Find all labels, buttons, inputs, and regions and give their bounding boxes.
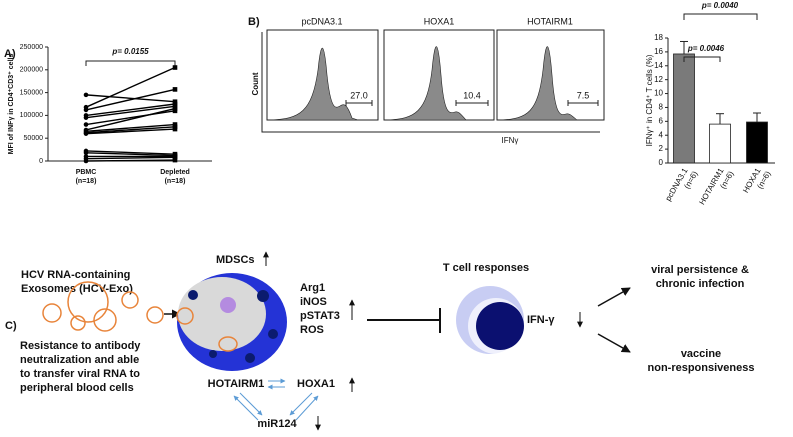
y-tick-label: 12	[654, 75, 663, 84]
y-tick-label: 8	[659, 103, 664, 112]
point	[172, 87, 178, 92]
pair-line	[85, 103, 176, 117]
outcome: vaccine	[681, 348, 721, 360]
flow-xlabel: IFNγ	[502, 136, 519, 145]
axis	[47, 47, 212, 162]
factor: iNOS	[300, 296, 327, 308]
gate-label: 10.4	[463, 90, 481, 100]
y-label: MFI of INFγ in CD4⁺CD3⁺ cells	[8, 54, 15, 155]
x-tick-label: Depleted	[160, 169, 190, 176]
pair-line	[85, 150, 176, 155]
y-tick-label: 16	[654, 47, 663, 56]
point	[172, 106, 178, 111]
flow-title: pcDNA3.1	[301, 16, 342, 26]
ifn: IFN-γ	[527, 314, 555, 326]
point	[172, 157, 178, 163]
hoxa1: HOXA1	[297, 378, 335, 390]
histogram	[386, 46, 467, 121]
y-tick-label: 50000	[24, 135, 44, 142]
annotation: p= 0.0040	[701, 1, 739, 10]
mir124: miR124	[257, 418, 297, 430]
resistance: neutralization and able	[20, 354, 139, 366]
flow-title: HOTAIRM1	[527, 16, 573, 26]
pair-line	[85, 152, 176, 157]
flow-title: HOXA1	[424, 16, 455, 26]
point	[172, 155, 178, 160]
pair-line	[85, 94, 176, 103]
flow-ylabel: Count	[251, 72, 260, 95]
bar	[673, 53, 695, 164]
y-tick-label: 6	[659, 116, 664, 125]
pair-line	[85, 156, 176, 160]
bar	[709, 123, 731, 164]
panel-label: A)	[4, 48, 16, 60]
x-tick-note: (n=18)	[165, 178, 186, 185]
bracket	[683, 56, 721, 62]
y-tick-label: 4	[659, 130, 664, 139]
outcome: viral persistence &	[651, 264, 749, 276]
y-tick-label: 0	[39, 158, 43, 165]
point	[83, 131, 89, 136]
pair-line	[85, 128, 176, 135]
y-tick-label: 200000	[20, 67, 43, 74]
y-tick-label: 150000	[20, 89, 43, 96]
pair-line	[85, 107, 176, 131]
y-tick-label: 10	[654, 89, 663, 98]
pair-line	[85, 88, 176, 111]
y-label: IFNγ⁺ in CD4⁺ T cells (%)	[645, 54, 654, 146]
pair-line	[85, 126, 176, 134]
panel-label: C)	[5, 320, 17, 332]
point	[83, 122, 89, 127]
point	[172, 126, 178, 132]
point	[83, 107, 89, 113]
point	[83, 158, 89, 164]
point	[83, 150, 89, 156]
bracket	[683, 13, 758, 20]
y-tick-label: 0	[659, 158, 664, 167]
pair-line	[85, 159, 176, 162]
diagram: HCV RNA-containing Exosomes (HCV-Exo) Re…	[20, 251, 755, 431]
flow-axes	[261, 32, 600, 133]
factor: pSTAT3	[300, 310, 340, 322]
y-tick-label: 18	[654, 33, 663, 42]
point	[83, 115, 89, 120]
resistance: peripheral blood cells	[20, 382, 134, 394]
histogram	[499, 46, 578, 121]
y-tick-label: 2	[659, 144, 664, 153]
bar	[746, 121, 768, 164]
resistance: Resistance to antibody	[20, 340, 141, 352]
y-tick-label: 100000	[20, 112, 43, 119]
gate	[345, 100, 599, 106]
y-tick-label: 14	[654, 61, 663, 70]
resistance: to transfer viral RNA to	[20, 368, 140, 380]
x-tick-label: PBMC	[76, 169, 97, 176]
outcome: chronic infection	[656, 278, 745, 290]
annotation: p= 0.0155	[111, 47, 149, 56]
tcell: T cell responses	[443, 262, 529, 274]
pair-line	[85, 110, 176, 126]
panel-label: B)	[248, 16, 260, 28]
annotation: p= 0.0046	[687, 44, 725, 53]
histogram	[269, 47, 359, 121]
pair-line	[85, 123, 176, 133]
exo-title: HCV RNA-containing	[21, 269, 130, 281]
gate-label: 7.5	[577, 90, 590, 100]
flow-panels: pcDNA3.1 HOXA1 HOTAIRM1 27.0 10.4 7.5 Co…	[251, 16, 605, 145]
gate-label: 27.0	[350, 90, 368, 100]
outcome: non-responsiveness	[648, 362, 755, 374]
factor: ROS	[300, 324, 324, 336]
point	[83, 92, 89, 98]
x-tick-note: (n=18)	[76, 178, 97, 185]
factor: Arg1	[300, 282, 325, 294]
hotairm1: HOTAIRM1	[208, 378, 265, 390]
point	[172, 65, 178, 70]
y-tick-label: 250000	[20, 44, 43, 51]
bracket	[85, 60, 176, 66]
pair-line	[85, 105, 176, 119]
mdsc: MDSCs	[216, 254, 255, 266]
pair-line	[85, 66, 176, 108]
